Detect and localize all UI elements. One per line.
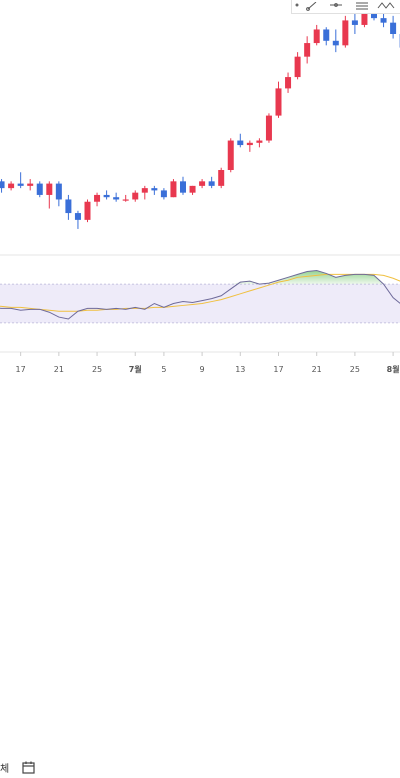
- range-label[interactable]: 체: [0, 760, 9, 775]
- candle-body: [37, 184, 43, 195]
- fib-tool-icon[interactable]: [356, 3, 368, 9]
- drawing-toolbar: [291, 0, 400, 14]
- candle-body: [18, 184, 24, 186]
- x-tick-label: 21: [54, 365, 64, 374]
- candle-body: [113, 197, 119, 199]
- candle-body: [237, 141, 243, 146]
- rsi-overbought-fill: [0, 271, 400, 285]
- candle-body: [161, 190, 167, 197]
- candle-body: [314, 29, 320, 43]
- x-tick-label: 25: [92, 365, 102, 374]
- x-tick-label: 21: [312, 365, 322, 374]
- candle-body: [142, 188, 148, 193]
- x-tick-label: 25: [350, 365, 360, 374]
- candle-body: [304, 43, 310, 57]
- candle-body: [276, 88, 282, 115]
- candle-body: [295, 57, 301, 77]
- candle-body: [151, 188, 157, 190]
- x-tick-label: 13: [235, 365, 245, 374]
- candle-body: [0, 181, 5, 188]
- candle-body: [390, 23, 396, 34]
- candle-body: [180, 181, 186, 192]
- candle-body: [199, 181, 205, 186]
- candle-body: [104, 195, 110, 197]
- candle-body: [190, 186, 196, 193]
- candle-body: [256, 141, 262, 143]
- candle-body: [285, 77, 291, 88]
- candle-body: [123, 199, 129, 200]
- candle-body: [132, 193, 138, 200]
- candle-body: [8, 184, 14, 189]
- x-tick-label: 17: [16, 365, 26, 374]
- candle-body: [56, 184, 62, 200]
- candle-body: [266, 116, 272, 141]
- calendar-icon[interactable]: [22, 759, 35, 772]
- hline-tool-icon[interactable]: [330, 4, 342, 7]
- chart-area: 17 21 25 7월 5 9 13 17 21 25 8월: [0, 0, 400, 400]
- candle-body: [333, 41, 339, 46]
- x-tick-label: 7월: [129, 364, 142, 374]
- candle-body: [352, 20, 358, 25]
- candle-body: [209, 181, 215, 186]
- candle-body: [247, 143, 253, 145]
- wave-tool-icon[interactable]: [378, 3, 394, 8]
- chart-svg: 17 21 25 7월 5 9 13 17 21 25 8월: [0, 0, 400, 400]
- candle-body: [170, 181, 176, 197]
- candle-body: [342, 20, 348, 45]
- candle-body: [85, 202, 91, 220]
- candle-body: [381, 18, 387, 23]
- candle-body: [218, 170, 224, 186]
- candle-body: [228, 141, 234, 170]
- candle-body: [75, 213, 81, 220]
- candle-body: [94, 195, 100, 202]
- x-tick-label: 5: [161, 365, 166, 374]
- x-tick-label: 9: [200, 365, 205, 374]
- candle-body: [323, 29, 329, 40]
- dot-icon[interactable]: [296, 4, 299, 7]
- candle-body: [65, 199, 71, 213]
- candle-body: [46, 184, 52, 195]
- line-tool-icon[interactable]: [307, 2, 316, 10]
- candle-body: [27, 184, 33, 186]
- bottom-bar: 체: [0, 378, 400, 400]
- x-tick-label: 17: [273, 365, 283, 374]
- x-tick-label: 8월: [387, 364, 400, 374]
